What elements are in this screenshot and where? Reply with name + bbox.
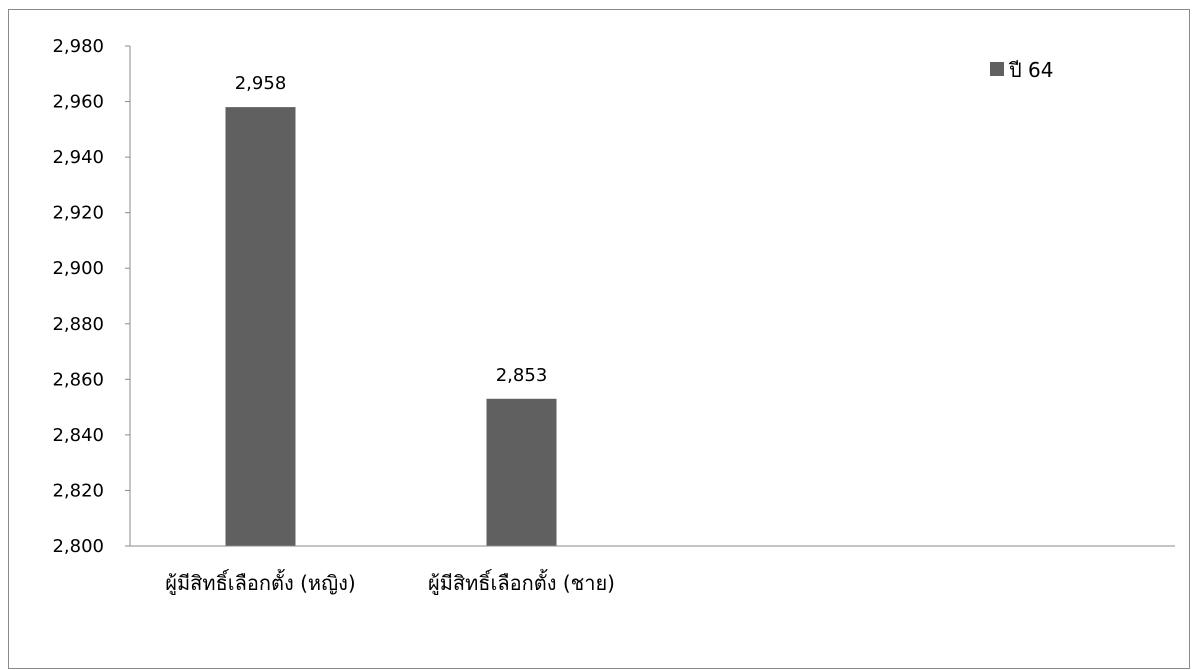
data-label: 2,853: [496, 365, 548, 386]
y-tick-label: 2,900: [52, 258, 104, 279]
chart-frame: [8, 9, 1190, 669]
y-tick-label: 2,960: [52, 92, 104, 113]
x-axis: ผู้มีสิทธิ์เลือกตั้ง (หญิง) ผู้มีสิทธิ์เล…: [130, 545, 1175, 596]
y-tick-label: 2,820: [52, 480, 104, 501]
y-tick-label: 2,860: [52, 369, 104, 390]
legend-label: ปี 64: [1009, 58, 1054, 82]
bar: [225, 107, 296, 546]
y-tick-label: 2,880: [52, 314, 104, 335]
category-label: ผู้มีสิทธิ์เลือกตั้ง (หญิง): [165, 568, 355, 596]
y-tick-label: 2,920: [52, 203, 104, 224]
legend: ปี 64: [990, 58, 1054, 82]
y-tick-label: 2,940: [52, 147, 104, 168]
data-label: 2,958: [235, 73, 287, 94]
y-axis: 2,800 2,820 2,840 2,860 2,880 2,900 2,920 2,940…: [52, 36, 131, 557]
bar: [486, 398, 557, 546]
y-tick-label: 2,980: [52, 36, 104, 57]
category-label: ผู้มีสิทธิ์เลือกตั้ง (ชาย): [428, 568, 615, 596]
bars: 2,958 2,853: [225, 73, 557, 546]
y-tick-label: 2,800: [52, 536, 104, 557]
legend-swatch: [990, 62, 1004, 76]
y-tick-label: 2,840: [52, 425, 104, 446]
